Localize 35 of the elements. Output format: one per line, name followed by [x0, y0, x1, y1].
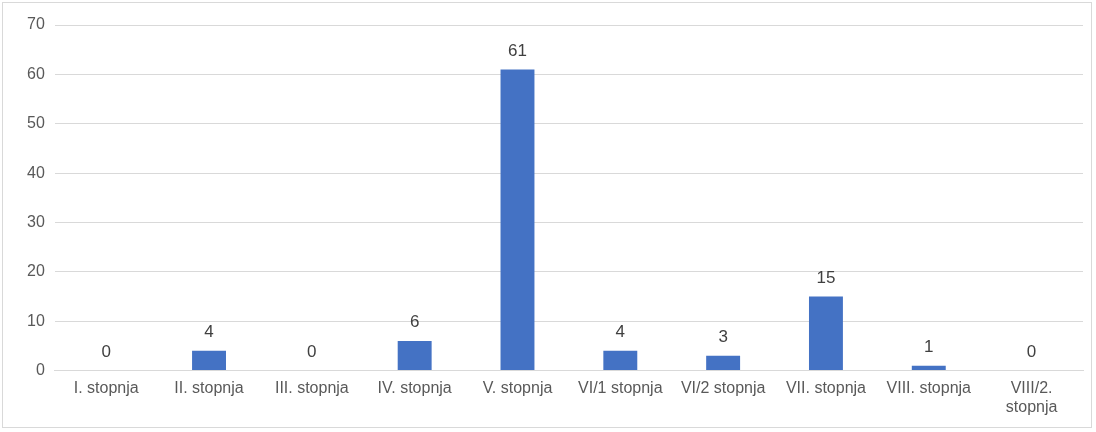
bar [706, 355, 741, 371]
x-tick-label: III. stopnja [274, 378, 349, 396]
y-tick-label: 70 [27, 15, 45, 33]
y-tick-label: 10 [27, 311, 45, 329]
y-tick-label: 60 [27, 64, 45, 82]
y-tick-label: 50 [27, 114, 45, 132]
bar [192, 350, 226, 371]
data-label: 61 [508, 40, 527, 60]
x-tick-label: I. stopnja [73, 378, 139, 396]
data-label: 1 [924, 336, 934, 356]
bar [911, 365, 946, 371]
data-label: 4 [615, 322, 626, 342]
y-tick-label: 20 [27, 262, 45, 280]
y-tick-label: 40 [27, 163, 45, 181]
bar [808, 296, 843, 371]
data-label: 4 [204, 322, 214, 342]
x-tick-label: VI/2 stopnja [680, 378, 766, 396]
data-label: 6 [409, 312, 420, 332]
x-tick-label: II. stopnja [174, 378, 244, 396]
data-label: 3 [718, 326, 728, 346]
data-label: 0 [101, 341, 111, 361]
data-label: 0 [1026, 341, 1037, 361]
x-tick-label: VIII. stopnja [886, 378, 972, 396]
data-label: 15 [816, 267, 836, 287]
x-tick-label: VI/1 stopnja [578, 378, 663, 396]
x-tick-label: IV. stopnja [377, 378, 452, 396]
x-tick-label: VII. stopnja [785, 378, 867, 396]
x-tick-label: VIII/2. stopnja [1005, 378, 1058, 415]
bar [603, 350, 638, 371]
data-label: 0 [307, 341, 317, 361]
y-tick-label: 0 [35, 361, 45, 379]
x-tick-label: V. stopnja [482, 378, 553, 396]
bar [500, 69, 535, 371]
bar [397, 340, 432, 371]
y-tick-label: 30 [27, 212, 45, 230]
